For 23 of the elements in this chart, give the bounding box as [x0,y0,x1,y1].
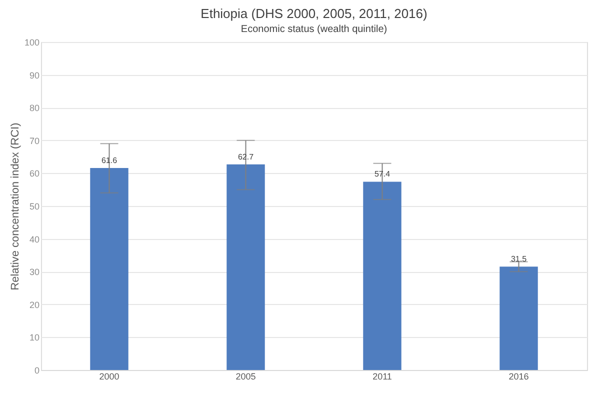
bar [90,168,128,370]
y-tick-label: 80 [29,103,40,114]
y-tick-label: 40 [29,234,40,244]
y-axis-title: Relative concentration index (RCI) [9,122,22,290]
y-tick-label: 50 [29,202,40,212]
x-tick-label: 2016 [508,372,529,382]
chart-subtitle: Economic status (wealth quintile) [240,24,388,35]
y-tick-label: 70 [29,136,40,146]
y-tick-label: 60 [29,168,40,179]
bar [226,164,265,370]
chart-title: Ethiopia (DHS 2000, 2005, 2011, 2016) [200,6,428,21]
data-label: 31.5 [510,254,528,264]
y-tick-label: 100 [24,38,40,48]
x-tick-label: 2000 [99,372,120,382]
y-tick-label: 10 [29,332,40,343]
y-tick-label: 30 [29,267,40,278]
y-tick-label: 0 [34,366,40,376]
x-tick-label: 2005 [236,372,256,382]
bar [500,266,538,370]
y-tick-label: 90 [29,70,40,80]
x-tick-label: 2011 [372,372,392,382]
bar [363,182,402,370]
y-tick-label: 20 [29,300,40,310]
